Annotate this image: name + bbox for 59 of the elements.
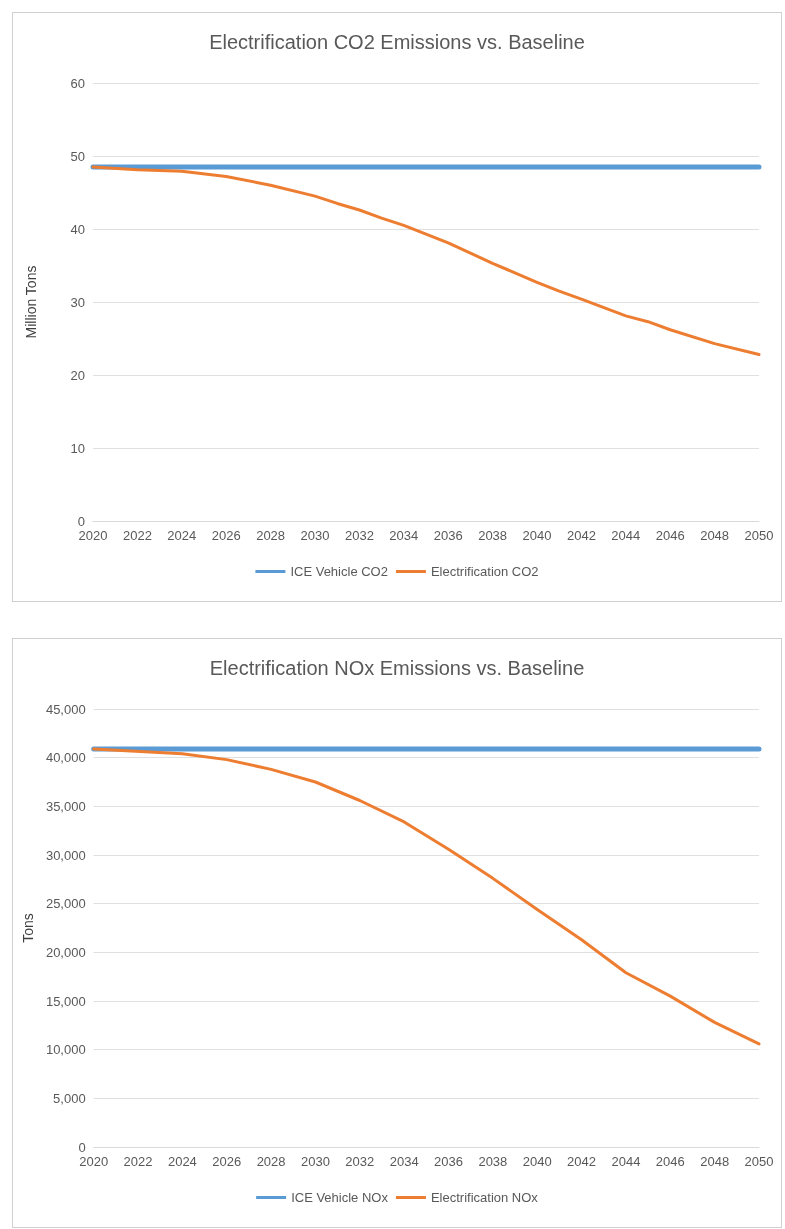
x-tick-label: 2044 (611, 1154, 641, 1169)
x-tick-label: 2048 (700, 528, 730, 543)
legend-label: ICE Vehicle CO2 (290, 564, 388, 579)
x-tick-label: 2040 (522, 1154, 552, 1169)
x-tick-label: 2038 (478, 1154, 508, 1169)
y-tick-label: 10,000 (45, 1042, 86, 1058)
chart-title: Electrification NOx Emissions vs. Baseline (209, 657, 585, 679)
y-tick-label: 0 (78, 1139, 86, 1155)
y-tick-label: 25,000 (45, 896, 86, 912)
y-tick-label: 40,000 (45, 750, 86, 766)
y-tick-label: 15,000 (45, 993, 86, 1009)
legend-label: Electrification NOx (430, 1190, 539, 1205)
y-axis-title: Million Tons (23, 265, 39, 339)
y-tick-label: 40 (70, 221, 85, 237)
x-tick-label: 2050 (744, 1154, 774, 1169)
x-tick-label: 2038 (478, 528, 508, 543)
y-tick-label: 5,000 (53, 1090, 86, 1106)
x-tick-label: 2042 (566, 528, 596, 543)
legend-label: ICE Vehicle NOx (291, 1190, 389, 1205)
y-tick-label: 20 (70, 367, 85, 383)
x-tick-label: 2024 (167, 528, 197, 543)
x-tick-label: 2036 (433, 528, 463, 543)
x-tick-label: 2032 (345, 1154, 375, 1169)
x-tick-label: 2046 (655, 528, 685, 543)
y-tick-label: 10 (70, 440, 85, 456)
y-tick-label: 20,000 (45, 944, 86, 960)
x-tick-label: 2030 (300, 1154, 330, 1169)
x-tick-label: 2028 (256, 528, 286, 543)
y-tick-label: 0 (77, 513, 85, 529)
x-tick-label: 2020 (79, 1154, 109, 1169)
x-tick-label: 2050 (744, 528, 774, 543)
x-tick-label: 2042 (567, 1154, 597, 1169)
y-tick-label: 35,000 (45, 798, 86, 814)
y-tick-label: 30,000 (45, 847, 86, 863)
x-tick-label: 2026 (212, 1154, 242, 1169)
line-series (92, 747, 761, 1046)
x-tick-label: 2020 (78, 528, 108, 543)
x-tick-label: 2044 (611, 528, 641, 543)
line-series (91, 165, 761, 357)
x-tick-label: 2022 (122, 528, 152, 543)
y-axis-title: Tons (20, 913, 36, 943)
x-tick-label: 2032 (344, 528, 374, 543)
x-tick-label: 2036 (434, 1154, 463, 1169)
legend-label: Electrification CO2 (430, 564, 539, 579)
x-tick-label: 2048 (700, 1154, 730, 1169)
x-tick-label: 2028 (256, 1154, 286, 1169)
y-tick-label: 45,000 (45, 701, 86, 717)
chart-title: Electrification CO2 Emissions vs. Baseline (209, 31, 585, 53)
x-tick-label: 2030 (300, 528, 330, 543)
y-tick-label: 50 (70, 148, 85, 164)
x-tick-label: 2040 (522, 528, 552, 543)
x-tick-label: 2046 (655, 1154, 685, 1169)
x-tick-label: 2022 (123, 1154, 153, 1169)
x-tick-label: 2034 (389, 1154, 419, 1169)
x-tick-label: 2034 (389, 528, 419, 543)
x-tick-label: 2026 (211, 528, 241, 543)
x-tick-label: 2024 (167, 1154, 197, 1169)
y-tick-label: 60 (70, 75, 85, 91)
y-tick-label: 30 (70, 294, 85, 310)
